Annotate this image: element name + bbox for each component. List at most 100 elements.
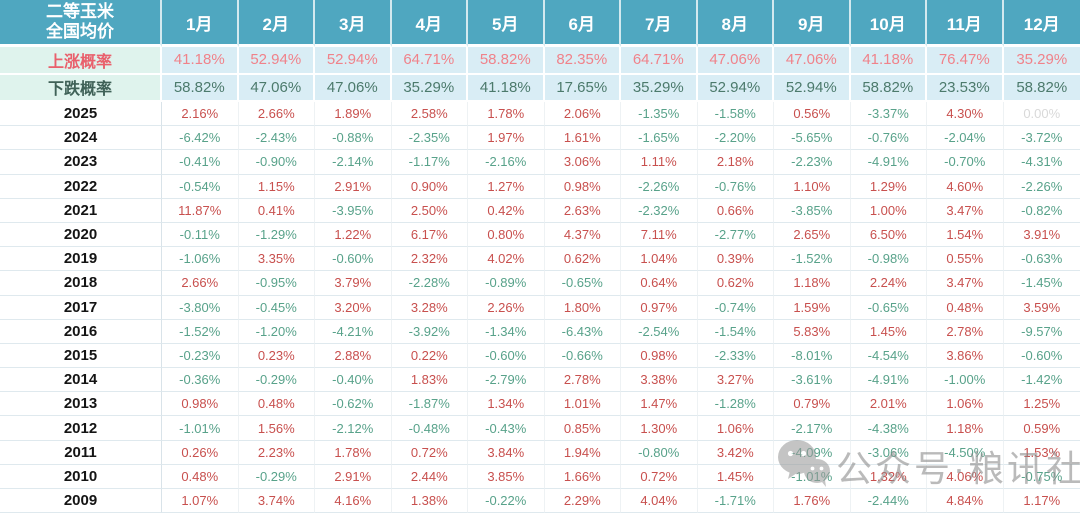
- change-cell: 1.56%: [238, 416, 315, 441]
- fall-probability-row-value: 35.29%: [621, 74, 698, 102]
- change-cell: -0.62%: [315, 392, 392, 417]
- month-header-12: 12月: [1003, 0, 1080, 47]
- year-label-2020: 2020: [0, 222, 162, 248]
- change-cell: 3.20%: [315, 295, 392, 320]
- change-cell: 3.47%: [927, 271, 1004, 296]
- change-cell: 2.16%: [162, 102, 239, 127]
- change-cell: -2.35%: [391, 126, 468, 151]
- table-title-line2: 全国均价: [46, 22, 114, 41]
- change-cell: 0.66%: [697, 198, 774, 223]
- change-cell: -2.33%: [697, 343, 774, 369]
- change-cell: -1.58%: [697, 102, 774, 127]
- change-cell: 1.17%: [1003, 489, 1080, 513]
- change-cell: 1.29%: [850, 174, 927, 199]
- change-cell: 2.23%: [238, 440, 315, 465]
- change-cell: 1.83%: [391, 368, 468, 393]
- change-cell: 0.48%: [162, 464, 239, 489]
- change-cell: -2.04%: [927, 126, 1004, 151]
- year-label-2010: 2010: [0, 464, 162, 489]
- change-cell: -0.48%: [391, 416, 468, 441]
- change-cell: -0.63%: [1003, 247, 1080, 272]
- change-cell: -1.54%: [697, 319, 774, 344]
- rise-probability-row-value: 52.94%: [238, 47, 315, 75]
- change-cell: 3.84%: [468, 440, 545, 465]
- change-cell: 0.80%: [468, 222, 545, 248]
- change-cell: -3.61%: [774, 368, 851, 393]
- change-cell: 1.06%: [927, 392, 1004, 417]
- year-row-2016: 2016 -1.52% -1.20% -4.21% -3.92% -1.34% -6.43%…: [0, 319, 1080, 344]
- change-cell: -2.17%: [774, 416, 851, 441]
- year-label-2024: 2024: [0, 126, 162, 151]
- fall-probability-row-value: 47.06%: [315, 74, 392, 102]
- year-row-2024: 2024 -6.42% -2.43% -0.88% -2.35% 1.97% 1.61% -1…: [0, 126, 1080, 151]
- year-label-2015: 2015: [0, 343, 162, 369]
- change-cell: 3.86%: [927, 343, 1004, 369]
- change-cell: -2.79%: [468, 368, 545, 393]
- change-cell: 0.56%: [774, 102, 851, 127]
- change-cell: -1.52%: [162, 319, 239, 344]
- fall-probability-row-value: 52.94%: [697, 74, 774, 102]
- year-row-2021: 2021 11.87% 0.41% -3.95% 2.50% 0.42% 2.63% -2.3…: [0, 198, 1080, 223]
- change-cell: -0.60%: [1003, 343, 1080, 369]
- change-cell: 0.64%: [621, 271, 698, 296]
- change-cell: 0.48%: [927, 295, 1004, 320]
- change-cell: 3.38%: [621, 368, 698, 393]
- change-cell: 4.16%: [315, 489, 392, 513]
- year-row-2020: 2020 -0.11% -1.29% 1.22% 6.17% 0.80% 4.37% 7.11…: [0, 222, 1080, 248]
- change-cell: 3.59%: [1003, 295, 1080, 320]
- change-cell: -0.65%: [850, 295, 927, 320]
- change-cell: -0.75%: [1003, 464, 1080, 489]
- change-cell: 2.63%: [544, 198, 621, 223]
- change-cell: 0.72%: [391, 440, 468, 465]
- change-cell: -0.54%: [162, 174, 239, 199]
- rise-probability-row-value: 58.82%: [468, 47, 545, 75]
- change-cell: 3.06%: [544, 150, 621, 175]
- year-row-2023: 2023 -0.41% -0.90% -2.14% -1.17% -2.16% 3.06% 1…: [0, 150, 1080, 175]
- change-cell: 2.32%: [391, 247, 468, 272]
- change-cell: 2.29%: [544, 489, 621, 513]
- year-label-2009: 2009: [0, 489, 162, 513]
- fall-probability-row: 下跌概率 58.82% 47.06% 47.06% 35.29% 41.18% 17.65%…: [0, 74, 1080, 102]
- change-cell: 3.74%: [238, 489, 315, 513]
- change-cell: -0.45%: [238, 295, 315, 320]
- change-cell: -0.36%: [162, 368, 239, 393]
- fall-probability-row-value: 58.82%: [162, 74, 239, 102]
- change-cell: 4.30%: [927, 102, 1004, 127]
- change-cell: 0.48%: [238, 392, 315, 417]
- change-cell: -3.95%: [315, 198, 392, 223]
- change-cell: 1.25%: [1003, 392, 1080, 417]
- change-cell: 0.85%: [544, 416, 621, 441]
- change-cell: 1.38%: [391, 489, 468, 513]
- change-cell: 6.17%: [391, 222, 468, 248]
- change-cell: -1.00%: [927, 368, 1004, 393]
- change-cell: 1.45%: [850, 319, 927, 344]
- change-cell: 3.47%: [927, 198, 1004, 223]
- change-cell: -3.72%: [1003, 126, 1080, 151]
- year-row-2010: 2010 0.48% -0.29% 2.91% 2.44% 3.85% 1.66% 0.72%…: [0, 464, 1080, 489]
- change-cell: -1.35%: [621, 102, 698, 127]
- rise-probability-row-value: 41.18%: [162, 47, 239, 75]
- change-cell: -2.26%: [621, 174, 698, 199]
- change-cell: 3.28%: [391, 295, 468, 320]
- change-cell: -1.65%: [621, 126, 698, 151]
- change-cell: -0.76%: [850, 126, 927, 151]
- change-cell: -3.06%: [850, 440, 927, 465]
- change-cell: -0.65%: [544, 271, 621, 296]
- change-cell: -4.31%: [1003, 150, 1080, 175]
- year-label-2023: 2023: [0, 150, 162, 175]
- year-label-2013: 2013: [0, 392, 162, 417]
- change-cell: -2.14%: [315, 150, 392, 175]
- change-cell: 0.59%: [1003, 416, 1080, 441]
- rise-probability-row: 上涨概率 41.18% 52.94% 52.94% 64.71% 58.82% 82.35%…: [0, 47, 1080, 75]
- rise-probability-row-value: 82.35%: [544, 47, 621, 75]
- change-cell: 0.98%: [162, 392, 239, 417]
- change-cell: -1.45%: [1003, 271, 1080, 296]
- year-row-2009: 2009 1.07% 3.74% 4.16% 1.38% -0.22% 2.29% 4.04%…: [0, 489, 1080, 513]
- change-cell: -1.01%: [774, 464, 851, 489]
- fall-probability-label: 下跌概率: [0, 74, 162, 102]
- change-cell: -0.98%: [850, 247, 927, 272]
- change-cell: -1.06%: [162, 247, 239, 272]
- change-cell: 1.11%: [621, 150, 698, 175]
- change-cell: -1.87%: [391, 392, 468, 417]
